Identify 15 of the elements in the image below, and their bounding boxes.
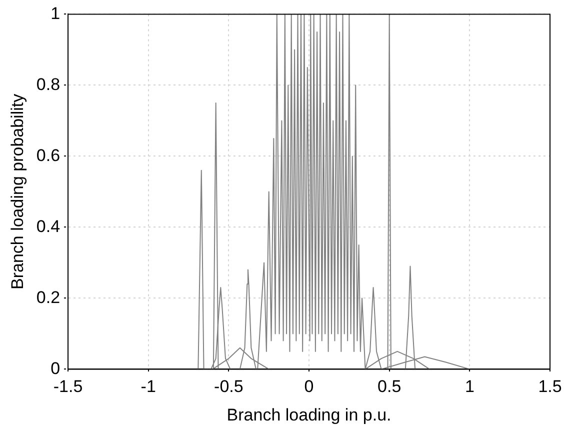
x-tick-label: -1 <box>140 377 156 396</box>
x-tick-label: 1 <box>464 377 474 396</box>
x-tick-label: 0 <box>304 377 314 396</box>
y-tick-label: 0.8 <box>36 74 60 94</box>
y-tick-label: 1 <box>50 4 60 23</box>
x-tick-label: 1.5 <box>538 377 562 396</box>
y-tick-label: 0 <box>50 358 60 378</box>
x-axis-title: Branch loading in p.u. <box>226 405 392 424</box>
x-tick-label: -0.5 <box>214 377 244 396</box>
y-tick-label: 0.2 <box>36 288 60 307</box>
x-tick-label: -1.5 <box>53 377 83 396</box>
y-tick-label: 0.6 <box>36 146 60 165</box>
y-tick-label: 0.4 <box>36 216 60 236</box>
y-axis-title: Branch loading probability <box>8 93 27 290</box>
x-tick-label: 0.5 <box>378 377 402 396</box>
